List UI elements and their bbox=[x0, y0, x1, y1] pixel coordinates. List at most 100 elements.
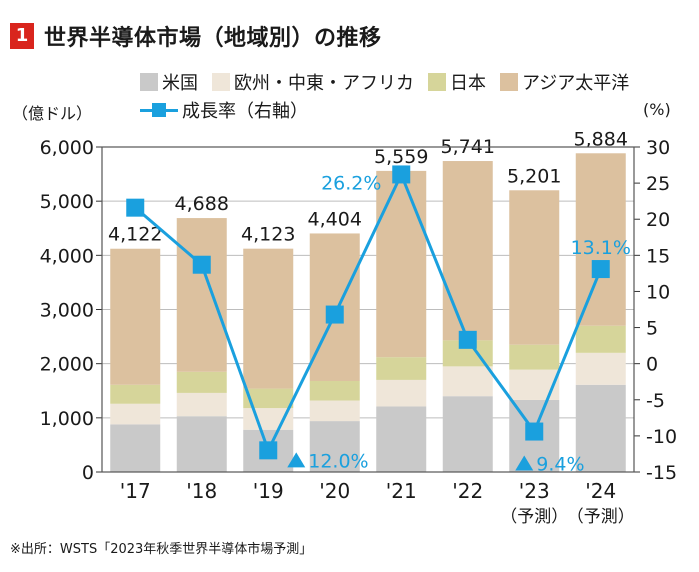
growth-point bbox=[392, 165, 411, 184]
legend-swatch-growth bbox=[140, 101, 178, 119]
legend-label-apac: アジア太平洋 bbox=[522, 73, 630, 94]
right-axis-tick-label: 15 bbox=[646, 245, 670, 267]
bar-segment-3 bbox=[376, 170, 427, 358]
left-axis-tick-label: 1,000 bbox=[40, 408, 94, 430]
growth-point bbox=[325, 305, 344, 324]
bar-segment-3 bbox=[110, 248, 161, 385]
bar-segment-1 bbox=[442, 366, 493, 397]
bar-segment-1 bbox=[509, 369, 560, 400]
right-axis-tick-label: 0 bbox=[646, 354, 658, 376]
x-axis-tick-label: '20 bbox=[319, 479, 350, 503]
right-axis-unit: (%) bbox=[643, 100, 671, 119]
right-axis-tick-label: -15 bbox=[646, 462, 677, 484]
legend-label-us: 米国 bbox=[162, 73, 198, 94]
left-axis-tick-label: 0 bbox=[82, 462, 94, 484]
x-axis-tick-label: '21 bbox=[386, 479, 417, 503]
right-axis-tick-label: -5 bbox=[646, 390, 665, 412]
x-axis-tick-label: '19 bbox=[253, 479, 284, 503]
growth-line bbox=[134, 170, 603, 455]
legend-swatch-japan bbox=[428, 73, 446, 91]
legend-row-2: 成長率（右軸） bbox=[140, 96, 699, 124]
bar-segment-0 bbox=[176, 416, 227, 472]
legend-item-apac: アジア太平洋 bbox=[500, 69, 629, 95]
x-axis-sublabel: （予測） bbox=[567, 507, 635, 527]
left-axis-unit: （億ドル） bbox=[12, 104, 93, 123]
growth-annotation: 12.0% bbox=[308, 450, 368, 472]
bar-segment-2 bbox=[509, 344, 560, 370]
left-axis-tick-label: 2,000 bbox=[40, 354, 94, 376]
bar-segment-1 bbox=[110, 403, 161, 425]
growth-point bbox=[591, 260, 610, 279]
legend-swatch-us bbox=[140, 73, 158, 91]
legend-swatch-apac bbox=[500, 73, 518, 91]
bar-segment-0 bbox=[110, 424, 161, 472]
bar-segment-2 bbox=[110, 384, 161, 404]
bar-segment-1 bbox=[176, 392, 227, 417]
legend-label-emea: 欧州・中東・アフリカ bbox=[234, 73, 414, 94]
growth-arrow-icon bbox=[287, 452, 306, 468]
bar-segment-2 bbox=[309, 381, 360, 401]
plot-frame bbox=[101, 146, 635, 473]
bar-total-label: 4,123 bbox=[241, 224, 295, 246]
legend: 米国 欧州・中東・アフリカ 日本 アジア太平洋 成長率（右軸） bbox=[140, 68, 699, 124]
title-badge: 1 bbox=[10, 23, 34, 49]
x-axis-tick-label: '18 bbox=[186, 479, 217, 503]
bar-segment-3 bbox=[243, 248, 294, 389]
bar-total-label: 5,559 bbox=[374, 146, 428, 168]
bar-segment-0 bbox=[575, 384, 626, 472]
bar-total-label: 5,201 bbox=[507, 165, 561, 187]
source-note: ※出所：WSTS「2023年秋季世界半導体市場予測」 bbox=[10, 542, 313, 557]
bar-segment-3 bbox=[509, 190, 560, 345]
x-axis-tick-label: '22 bbox=[452, 479, 483, 503]
bar-segment-0 bbox=[309, 421, 360, 472]
chart-title: 世界半導体市場（地域別）の推移 bbox=[44, 26, 382, 51]
x-axis-tick-label: '23 bbox=[519, 479, 550, 503]
growth-point bbox=[525, 422, 544, 441]
right-axis-tick-label: -10 bbox=[646, 426, 677, 448]
growth-point bbox=[458, 330, 477, 349]
legend-row-1: 米国 欧州・中東・アフリカ 日本 アジア太平洋 bbox=[140, 68, 699, 96]
right-axis-tick-label: 5 bbox=[646, 318, 658, 340]
left-axis-tick-label: 4,000 bbox=[40, 245, 94, 267]
legend-label-growth: 成長率（右軸） bbox=[182, 101, 308, 122]
bar-segment-1 bbox=[376, 379, 427, 407]
right-axis-tick-label: 20 bbox=[646, 209, 670, 231]
bar-segment-2 bbox=[376, 357, 427, 380]
legend-item-japan: 日本 bbox=[428, 69, 486, 95]
bar-total-label: 4,688 bbox=[175, 193, 229, 215]
bar-segment-2 bbox=[176, 371, 227, 393]
right-axis-tick-label: 10 bbox=[646, 281, 670, 303]
left-axis-tick-label: 6,000 bbox=[40, 137, 94, 159]
right-axis-tick-label: 25 bbox=[646, 173, 670, 195]
growth-point bbox=[259, 441, 278, 460]
bar-segment-2 bbox=[575, 325, 626, 353]
bar-segment-3 bbox=[442, 161, 493, 341]
growth-annotation: 26.2% bbox=[321, 172, 381, 194]
x-axis-sublabel: （予測） bbox=[500, 507, 568, 527]
bar-total-label: 4,122 bbox=[108, 224, 162, 246]
bar-segment-3 bbox=[176, 218, 227, 372]
growth-annotation: 9.4% bbox=[536, 454, 584, 476]
left-axis-tick-label: 3,000 bbox=[40, 300, 94, 322]
legend-label-japan: 日本 bbox=[450, 73, 486, 94]
growth-arrow-icon bbox=[515, 455, 534, 471]
bar-segment-0 bbox=[376, 406, 427, 472]
bar-segment-2 bbox=[243, 388, 294, 409]
bar-segment-3 bbox=[575, 153, 626, 326]
bar-total-label: 4,404 bbox=[308, 208, 362, 230]
left-axis-tick-label: 5,000 bbox=[40, 191, 94, 213]
bar-segment-1 bbox=[575, 352, 626, 385]
legend-item-growth: 成長率（右軸） bbox=[140, 97, 308, 123]
growth-point bbox=[126, 198, 145, 217]
legend-item-emea: 欧州・中東・アフリカ bbox=[212, 69, 414, 95]
growth-point bbox=[192, 255, 211, 274]
x-axis-tick-label: '17 bbox=[120, 479, 151, 503]
growth-annotation: 13.1% bbox=[571, 237, 631, 259]
x-axis-tick-label: '24 bbox=[585, 479, 616, 503]
bar-total-label: 5,884 bbox=[574, 128, 628, 150]
legend-swatch-emea bbox=[212, 73, 230, 91]
bar-segment-0 bbox=[442, 396, 493, 472]
bar-segment-1 bbox=[309, 400, 360, 422]
legend-item-us: 米国 bbox=[140, 69, 198, 95]
